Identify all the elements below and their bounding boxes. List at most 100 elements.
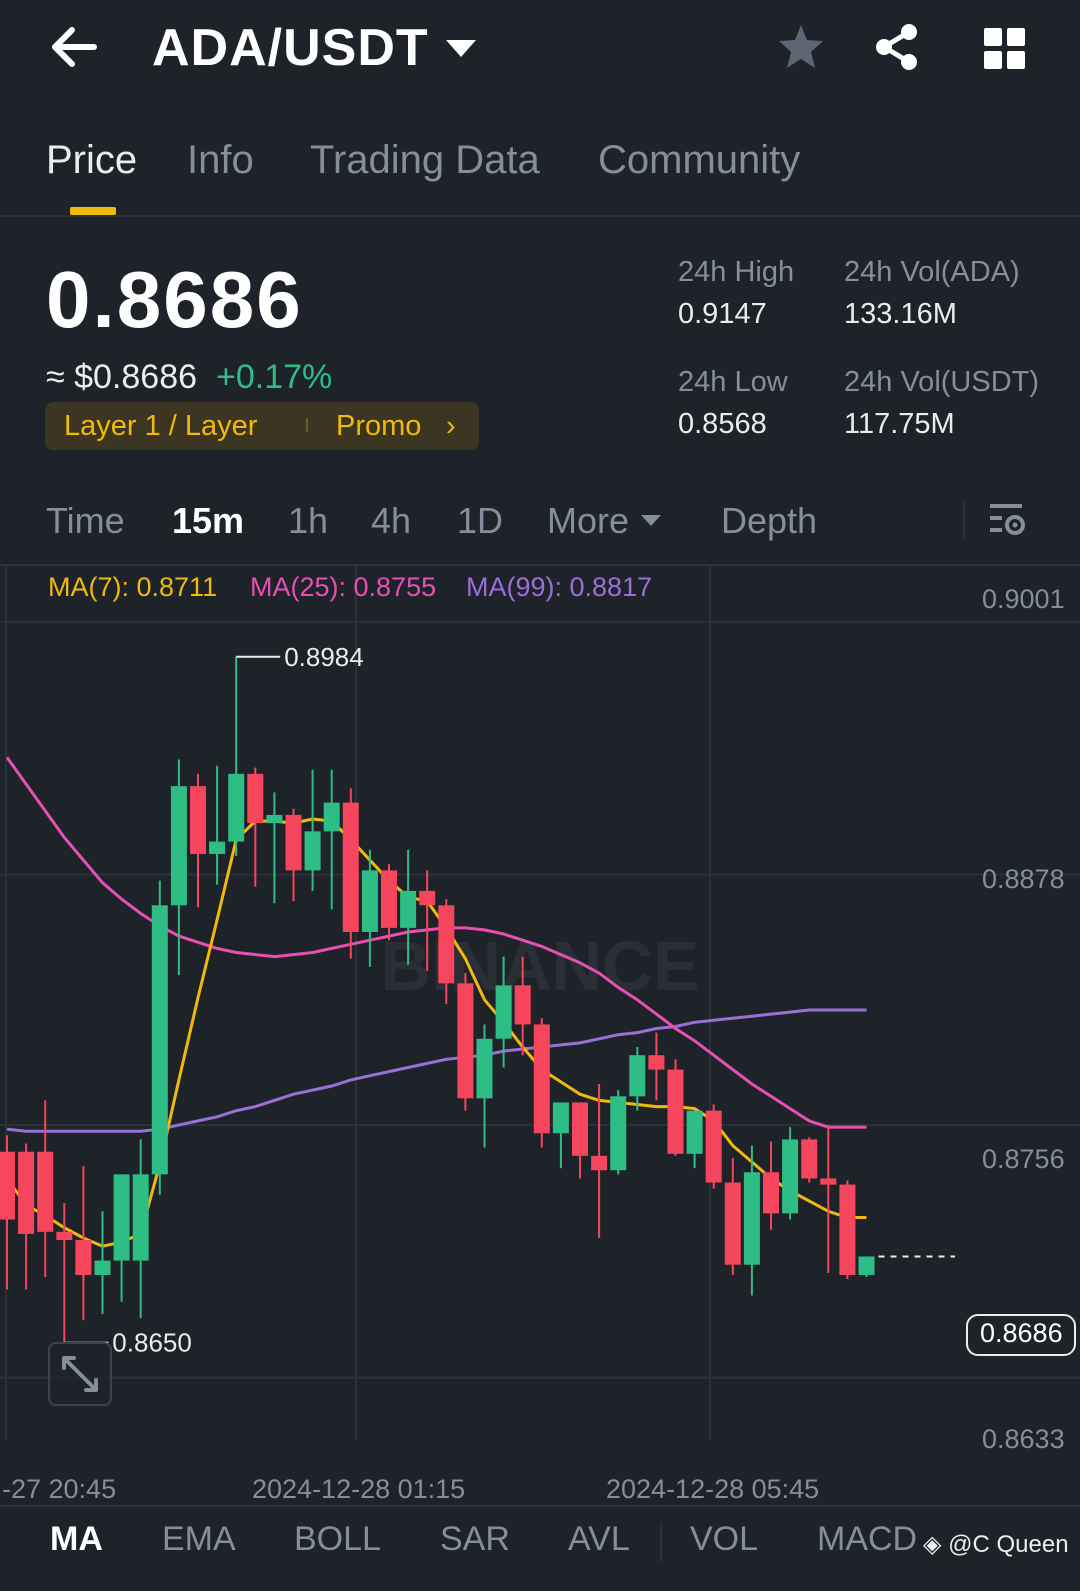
candle-body [552,1102,569,1134]
candle-body [56,1231,73,1241]
candle-body [476,1038,493,1099]
promo-link[interactable]: Promo [336,410,422,442]
candle [533,1018,550,1148]
tag-separator [306,418,308,432]
ma7-line [5,817,867,1248]
candle [37,1100,54,1278]
candle-body [0,1151,15,1220]
tab-bar: Price Info Trading Data Community [0,130,1080,218]
indicator-vol[interactable]: VOL [690,1520,759,1558]
interval-bar: Time 15m 1h 4h 1D More Depth [0,500,1080,560]
candle [132,1139,149,1319]
depth-tab[interactable]: Depth [721,500,818,541]
interval-4h[interactable]: 4h [371,500,412,541]
candle [552,1102,569,1169]
candle-body [247,773,264,824]
interval-1h[interactable]: 1h [288,500,329,541]
top-bar: ADA/USDT [0,0,1080,110]
interval-more[interactable]: More [547,500,630,541]
y-tick-label: 0.8633 [982,1424,1065,1454]
candle [782,1127,799,1220]
chevron-right-icon[interactable]: › [446,410,456,442]
candle [170,759,187,976]
tab-divider [0,215,1080,217]
candle [151,880,168,1195]
candlestick-chart[interactable]: BINANCE 0.8984 0.8650 [0,565,1080,1505]
indicator-ma[interactable]: MA [50,1520,103,1558]
candle-body [113,1174,130,1261]
indicator-ema[interactable]: EMA [162,1520,236,1558]
candle-body [629,1055,646,1097]
candle-body [75,1240,92,1275]
tag-promo-bar[interactable] [45,402,479,450]
candle [572,1102,588,1179]
interval-1d[interactable]: 1D [457,500,504,541]
candle-body [858,1256,875,1275]
candle [858,1256,875,1278]
candle [285,808,302,902]
y-tick-label: 0.9001 [982,584,1065,614]
indicator-avl[interactable]: AVL [568,1520,630,1558]
x-tick-label: 2024-12-28 05:45 [606,1474,820,1504]
ma7-legend: MA(7): 0.8711 [48,572,218,602]
indicator-divider [0,1505,1080,1507]
share-icon[interactable] [872,22,922,77]
chart-settings-icon[interactable] [988,500,1028,545]
candle-body [743,1172,760,1265]
ma25-line [5,756,867,1129]
candle [18,1143,35,1290]
candle-body [572,1102,588,1156]
price-change: +0.17% [216,358,333,396]
x-tick-label: -27 20:45 [2,1474,117,1504]
candle [56,1203,73,1343]
indicator-sar[interactable]: SAR [440,1520,510,1558]
candle-body [170,786,187,906]
grid-icon[interactable] [984,28,1026,75]
candle-body [266,814,283,824]
back-arrow-icon[interactable] [46,22,106,72]
candle [839,1180,856,1280]
star-icon[interactable] [776,22,826,77]
candle-body [514,985,531,1025]
candle-body [18,1151,35,1234]
credit-text: @C Queen [948,1531,1069,1558]
candle-body [724,1182,741,1265]
category-tag[interactable]: Layer 1 / Layer [64,410,258,442]
more-caret-icon[interactable] [641,515,661,526]
indicator-boll[interactable]: BOLL [294,1520,381,1558]
candle [629,1046,646,1111]
indicator-macd[interactable]: MACD [817,1520,918,1558]
candle-body [667,1069,684,1154]
candle [648,1032,665,1101]
tab-community[interactable]: Community [598,138,801,182]
candle-body [323,802,340,832]
tab-price[interactable]: Price [46,138,138,182]
interval-time[interactable]: Time [46,500,125,541]
high-label: 24h High [678,256,795,288]
candle [438,899,455,1004]
candle [514,956,531,1056]
tab-trading-data[interactable]: Trading Data [310,138,540,182]
watermark: BINANCE [381,927,700,1005]
chart-top-divider [0,564,1080,566]
candle-body [381,870,397,928]
interval-15m[interactable]: 15m [172,500,245,541]
fiat-price: ≈ $0.8686 [46,358,198,396]
candle-body [495,985,512,1039]
candle [381,864,397,941]
candle-body [285,814,302,871]
chevron-down-icon[interactable] [446,40,476,57]
candle [820,1125,837,1273]
candle-body [782,1139,799,1214]
candle-body [591,1155,608,1171]
candle-body [132,1174,149,1261]
tab-info[interactable]: Info [187,138,254,182]
candle-body [801,1139,818,1179]
expand-chart-button[interactable] [48,1342,112,1406]
pair-title[interactable]: ADA/USDT [152,19,429,77]
expand-icon [62,1356,98,1392]
candle [94,1211,111,1314]
last-price-tag: 0.8686 [980,1318,1063,1348]
candle [342,788,359,959]
indicator-bar: MA EMA BOLL SAR AVL VOL MACD ◈ @C Queen [0,1508,1080,1591]
